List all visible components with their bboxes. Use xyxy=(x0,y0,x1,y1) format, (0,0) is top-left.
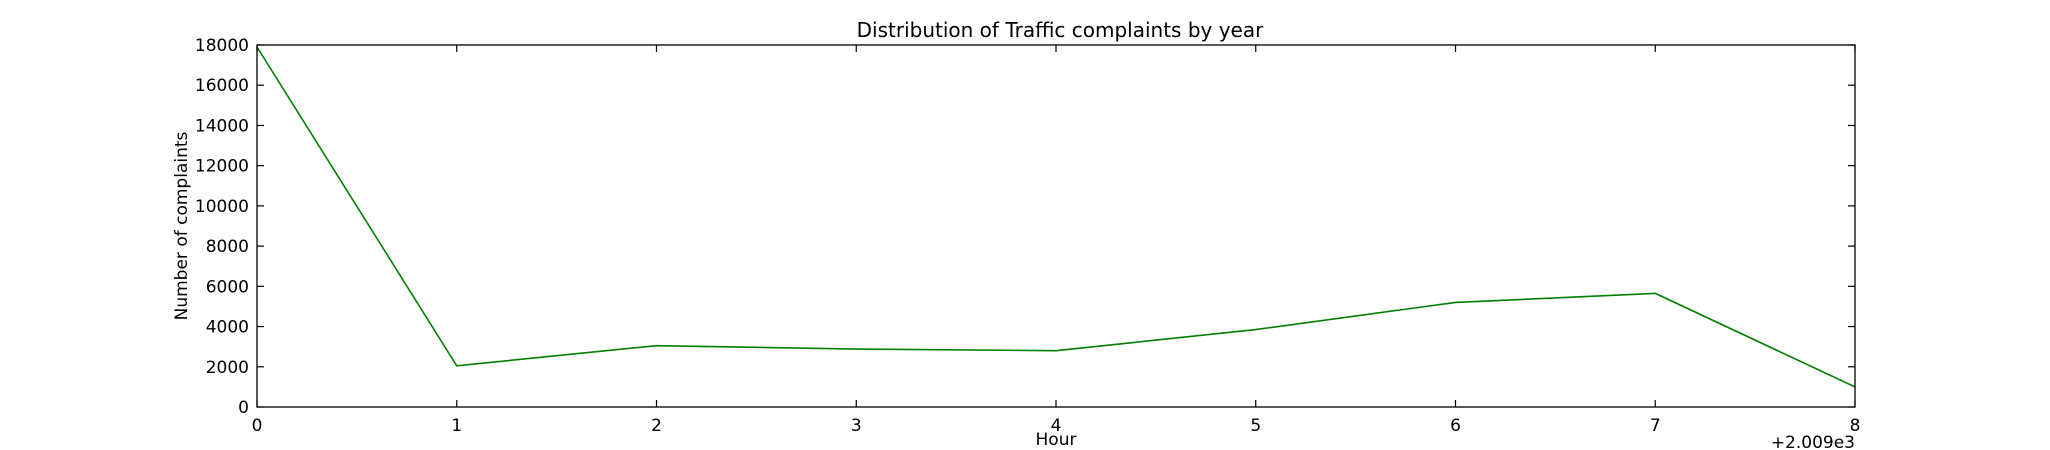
chart-title: Distribution of Traffic complaints by ye… xyxy=(857,18,1264,42)
y-tick-label: 16000 xyxy=(195,76,249,96)
x-tick-label: 7 xyxy=(1650,416,1661,436)
x-tick-label: 2 xyxy=(651,416,662,436)
x-tick-label: 0 xyxy=(252,416,263,436)
y-tick-label: 12000 xyxy=(195,157,249,177)
y-axis-ticks: 0 2000 4000 6000 8000 10000 12000 14000 16000 180… xyxy=(195,36,1855,418)
y-tick-label: 0 xyxy=(238,398,249,418)
y-tick-label: 14000 xyxy=(195,116,249,136)
x-axis-label: Hour xyxy=(1036,430,1077,450)
x-axis-ticks: 0 1 2 3 4 5 6 7 8 xyxy=(252,45,1861,436)
x-tick-label: 5 xyxy=(1250,416,1261,436)
plot-area: 0 1 2 3 4 5 6 7 8 0 2000 4000 6000 8000 10000 12000 140… xyxy=(195,36,1861,436)
series-line-0 xyxy=(256,46,1856,388)
y-tick-label: 2000 xyxy=(206,358,249,378)
plot-frame xyxy=(256,44,1856,408)
x-tick-label: 3 xyxy=(851,416,862,436)
x-tick-label: 8 xyxy=(1850,416,1861,436)
x-axis-offset-label: +2.009e3 xyxy=(1771,433,1855,450)
y-tick-label: 18000 xyxy=(195,36,249,56)
y-axis-label: Number of complaints xyxy=(172,131,192,320)
y-tick-label: 4000 xyxy=(206,318,249,338)
x-tick-label: 4 xyxy=(1051,416,1062,436)
y-tick-label: 10000 xyxy=(195,197,249,217)
y-tick-label: 6000 xyxy=(206,277,249,297)
series-layer xyxy=(256,46,1856,388)
x-tick-label: 6 xyxy=(1450,416,1461,436)
y-tick-label: 8000 xyxy=(206,237,249,257)
x-tick-label: 1 xyxy=(451,416,462,436)
